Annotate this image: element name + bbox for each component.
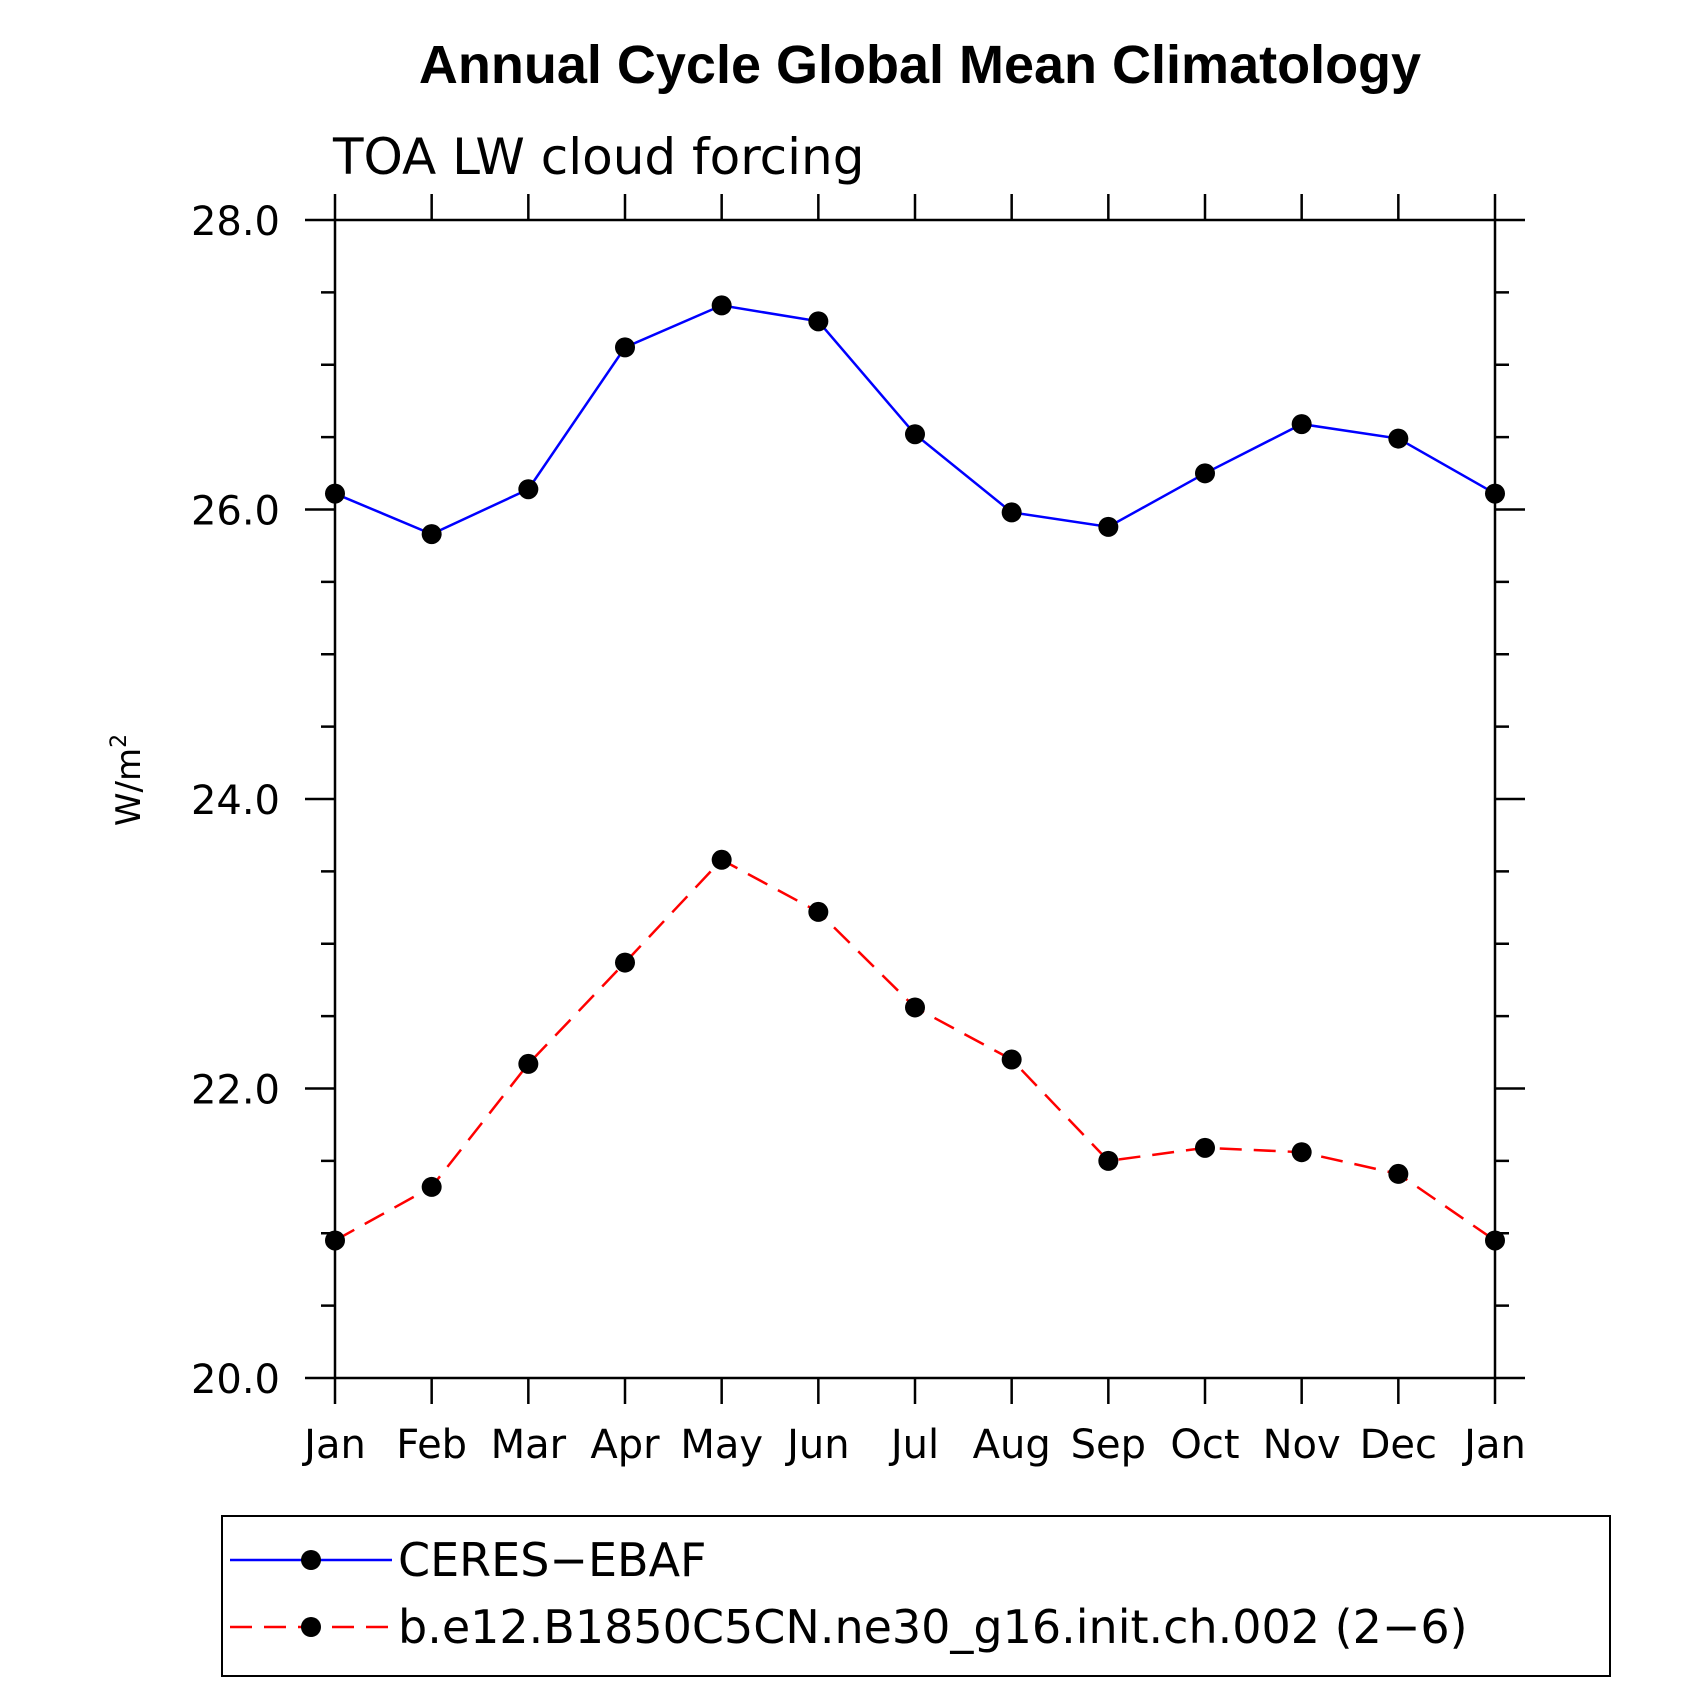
x-tick-label: Oct: [1170, 1422, 1239, 1468]
data-point: [1001, 1049, 1022, 1070]
data-point: [1291, 414, 1312, 435]
legend-marker: [301, 1617, 321, 1637]
x-tick-label: Apr: [590, 1422, 660, 1468]
data-point: [808, 311, 829, 332]
data-point: [421, 1176, 442, 1197]
data-point: [905, 424, 925, 445]
series-line: [334, 858, 1496, 1242]
y-tick-label: 20.0: [191, 1357, 280, 1403]
chart-title: Annual Cycle Global Mean Climatology: [419, 35, 1421, 95]
x-tick-label: Sep: [1071, 1422, 1146, 1468]
data-point: [518, 479, 539, 500]
series-layer: [325, 295, 1505, 1251]
data-point: [905, 997, 925, 1018]
legend-box: [221, 1515, 1611, 1677]
plot-frame: [333, 218, 1497, 1380]
chart-subtitle: TOA LW cloud forcing: [332, 128, 864, 186]
x-tick-label: Jan: [301, 1422, 366, 1468]
x-tick-label: May: [680, 1422, 763, 1468]
y-axis-label-superscript: 2: [107, 734, 132, 748]
x-tick-label: Jun: [784, 1422, 850, 1468]
x-tick-label: Feb: [396, 1422, 467, 1468]
data-point: [518, 1053, 539, 1074]
x-tick-label: Dec: [1360, 1422, 1437, 1468]
data-point: [1291, 1142, 1312, 1163]
data-point: [1001, 502, 1022, 523]
data-point: [1195, 463, 1215, 484]
data-point: [711, 849, 732, 870]
y-tick-label: 24.0: [191, 778, 280, 824]
data-point: [421, 524, 442, 545]
data-point: [808, 901, 829, 922]
y-axis-label: W/m2: [107, 734, 149, 826]
data-point: [1388, 428, 1409, 449]
x-tick-label: Jul: [888, 1422, 939, 1468]
legend-entries: CERES−EBAF b.e12.B1850C5CN.ne30_g16.init.…: [230, 1533, 1468, 1654]
tick-marks: [305, 194, 1525, 1404]
x-tick-label: Jan: [1461, 1422, 1526, 1468]
data-point: [711, 295, 732, 316]
data-point: [1098, 1150, 1119, 1171]
data-point: [1195, 1137, 1215, 1158]
data-point: [615, 337, 635, 358]
y-axis-label-base: W/m: [109, 748, 149, 826]
legend-label: CERES−EBAF: [398, 1533, 707, 1587]
legend: CERES−EBAF b.e12.B1850C5CN.ne30_g16.init.…: [221, 1515, 1611, 1677]
y-tick-label: 26.0: [191, 489, 280, 535]
x-tick-label: Mar: [491, 1422, 567, 1468]
tick-labels: Jan Feb Mar Apr May Jun Jul Aug Sep Oct Nov Dec Jan 2…: [191, 199, 1526, 1468]
data-point: [1098, 516, 1119, 537]
y-tick-label: 28.0: [191, 199, 280, 245]
y-tick-label: 22.0: [191, 1068, 280, 1114]
x-tick-label: Aug: [973, 1422, 1051, 1468]
data-point: [1388, 1163, 1409, 1184]
series-line: [334, 304, 1496, 536]
data-point: [615, 952, 635, 973]
x-tick-label: Nov: [1263, 1422, 1341, 1468]
y-axis-label-group: W/m2: [107, 734, 149, 826]
legend-marker: [301, 1550, 321, 1570]
legend-label: b.e12.B1850C5CN.ne30_g16.init.ch.002 (2−…: [398, 1600, 1468, 1654]
